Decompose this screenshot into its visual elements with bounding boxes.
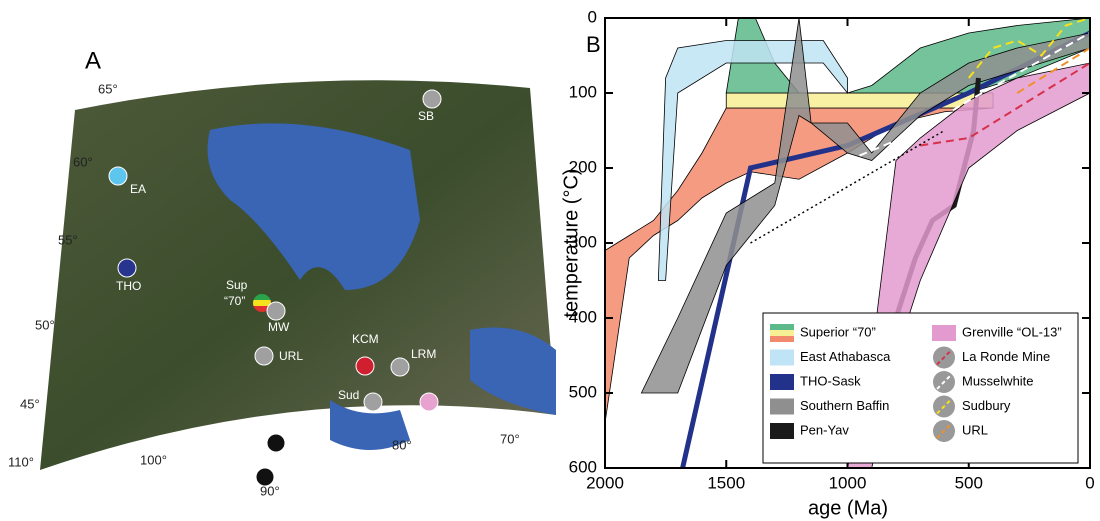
legend-swatch — [932, 325, 956, 341]
x-tick-label: 1500 — [707, 473, 745, 492]
legend-label: East Athabasca — [800, 349, 891, 364]
site-label: ILST-3 — [279, 459, 315, 473]
x-tick-label: 2000 — [586, 473, 624, 492]
y-tick-label: 400 — [569, 307, 597, 326]
site — [363, 392, 383, 412]
site-label: LRM — [411, 347, 436, 361]
x-axis-label: age (Ma) — [808, 497, 888, 519]
line — [967, 18, 1090, 79]
x-tick-label: 500 — [955, 473, 983, 492]
site — [390, 357, 410, 377]
lat-label: 65° — [98, 81, 118, 96]
y-tick-label: 600 — [569, 457, 597, 476]
envelope — [640, 18, 1090, 394]
lon-label: 110° — [8, 454, 34, 469]
site-label: URL — [279, 349, 303, 363]
lat-label: 50° — [35, 317, 55, 332]
legend: Superior “70” East Athabasca THO-Sask South… — [762, 312, 1079, 464]
legend-swatch — [770, 423, 794, 439]
legend-swatch — [770, 349, 794, 366]
site — [255, 467, 275, 487]
envelope — [657, 40, 848, 281]
site — [266, 433, 286, 453]
legend-swatch — [936, 398, 952, 415]
map-water — [330, 400, 410, 450]
y-tick-label: 200 — [569, 157, 597, 176]
lat-label: 55° — [58, 232, 78, 247]
line — [920, 62, 1090, 147]
legend-swatch — [936, 374, 952, 390]
legend-swatch — [770, 374, 794, 390]
site — [254, 346, 274, 366]
legend-label: Superior “70” — [800, 324, 876, 339]
site-label: Sup — [226, 278, 248, 292]
site — [419, 392, 439, 412]
site-label: EA — [130, 182, 146, 196]
legend-label: Musselwhite — [962, 373, 1034, 388]
lat-label: 60° — [73, 154, 93, 169]
legend-label: THO-Sask — [800, 373, 861, 388]
site-label: SB — [418, 109, 434, 123]
x-tick-label: 1000 — [829, 473, 867, 492]
line — [750, 129, 945, 244]
plot-area — [605, 18, 1090, 468]
y-tick-label: 100 — [569, 82, 597, 101]
legend-box — [762, 312, 1079, 464]
site-label: KCM — [352, 332, 379, 346]
lon-label: 70° — [500, 431, 520, 446]
lon-label: 100° — [140, 452, 167, 467]
legend-swatch — [936, 349, 952, 366]
legend-swatch — [770, 398, 794, 415]
x-tick-label: 0 — [1085, 473, 1094, 492]
lon-label: 80° — [392, 437, 412, 452]
site — [355, 356, 375, 376]
legend-label: Pen-Yav — [800, 422, 849, 437]
legend-swatch — [936, 423, 952, 439]
site-label: Sud — [338, 388, 359, 402]
map-water — [207, 123, 420, 290]
lat-label: 45° — [20, 396, 40, 411]
legend-label: URL — [962, 422, 988, 437]
site-label: WRB — [289, 445, 317, 459]
legend-swatch — [770, 324, 794, 330]
site-label: Gren — [412, 413, 439, 427]
y-tick-label: 500 — [569, 382, 597, 401]
y-tick-label: 300 — [569, 232, 597, 251]
y-axis-label: temperature (°C) — [560, 168, 582, 317]
line — [1016, 47, 1090, 94]
site-label: MW — [268, 320, 290, 334]
site-label: THO — [116, 279, 141, 293]
panel-label: A — [85, 47, 101, 74]
site — [117, 258, 137, 278]
legend-label: Sudbury — [962, 398, 1011, 413]
map: A 65° 60° 55° 50° 45° 110° 100° 90° 80° … — [8, 47, 556, 498]
panel-label: B — [586, 32, 601, 57]
line — [847, 32, 1090, 162]
legend-label: Southern Baffin — [800, 398, 889, 413]
map-water — [470, 327, 556, 415]
legend-label: Grenville “OL-13” — [962, 324, 1062, 339]
y-tick-label: 0 — [588, 7, 597, 26]
site — [108, 166, 128, 186]
site-label: “70” — [224, 294, 245, 308]
site-label: Pen-Yav — [219, 445, 264, 459]
legend-swatch — [770, 336, 794, 342]
legend-swatch — [770, 330, 794, 336]
lon-label: 90° — [260, 483, 280, 498]
site — [422, 89, 442, 109]
site — [266, 301, 286, 321]
site — [253, 294, 271, 312]
legend-label: La Ronde Mine — [962, 349, 1050, 364]
